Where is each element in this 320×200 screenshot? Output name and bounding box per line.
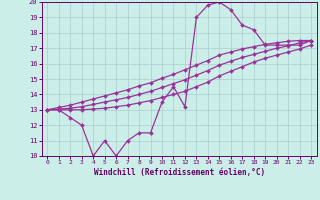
X-axis label: Windchill (Refroidissement éolien,°C): Windchill (Refroidissement éolien,°C)	[94, 168, 265, 177]
